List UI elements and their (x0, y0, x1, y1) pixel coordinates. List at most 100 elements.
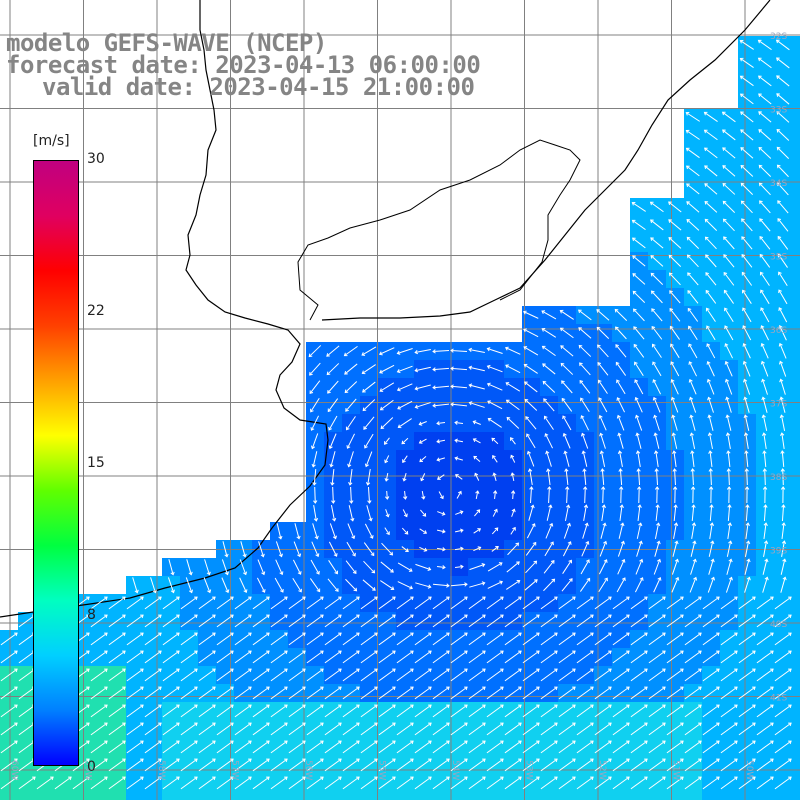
wind-arrow (576, 776, 594, 790)
wind-arrow (543, 578, 556, 592)
wind-arrow (528, 504, 535, 521)
wind-arrow (432, 403, 450, 408)
wind-speed-cell (612, 792, 630, 800)
wind-arrow (472, 420, 481, 425)
wind-arrow (108, 650, 126, 664)
wind-arrow (162, 776, 180, 790)
wind-arrow (666, 776, 684, 790)
wind-arrow (504, 704, 522, 718)
wind-arrow (491, 527, 499, 535)
wind-arrow (594, 776, 612, 790)
wind-speed-cell (180, 792, 198, 800)
wind-arrow (756, 668, 774, 682)
wind-arrow (288, 650, 306, 664)
wind-speed-cell (792, 756, 800, 774)
wind-speed-cell (792, 702, 800, 720)
wind-arrow (619, 504, 624, 521)
wind-arrow (126, 668, 144, 682)
wind-arrow (511, 508, 516, 517)
wind-arrow (472, 438, 481, 444)
wind-arrow (436, 529, 446, 534)
wind-arrow (776, 93, 790, 105)
wind-arrow (684, 686, 702, 700)
wind-arrow (690, 468, 695, 486)
wind-arrow (778, 342, 787, 359)
wind-arrow (198, 704, 216, 718)
wind-arrow (600, 522, 607, 539)
wind-arrow (702, 776, 720, 790)
wind-arrow (722, 218, 735, 232)
wind-arrow (705, 307, 716, 322)
wind-speed-cell (126, 792, 144, 800)
wind-arrow (486, 776, 504, 790)
wind-arrow (292, 577, 302, 593)
wind-arrow (612, 596, 630, 610)
wind-arrow (363, 560, 376, 574)
wind-arrow (560, 362, 574, 375)
wind-arrow (379, 364, 395, 374)
wind-arrow (288, 686, 306, 700)
wind-speed-cell (792, 306, 800, 324)
wind-arrow (757, 39, 772, 51)
wind-arrow (594, 650, 612, 664)
wind-arrow (379, 382, 395, 392)
wind-arrow (385, 509, 390, 518)
wind-arrow (288, 632, 306, 646)
wind-arrow (360, 650, 378, 664)
wind-speed-cell (792, 450, 800, 468)
wind-arrow (90, 722, 108, 736)
wind-arrow (419, 455, 427, 463)
wind-arrow (582, 522, 589, 539)
wind-arrow (686, 254, 699, 268)
wind-arrow (504, 632, 522, 646)
wind-arrow (126, 722, 144, 736)
wind-arrow (689, 414, 696, 431)
wind-arrow (288, 668, 306, 682)
wind-arrow (580, 559, 590, 575)
wind-arrow (270, 596, 288, 610)
wind-speed-cell (504, 792, 522, 800)
wind-arrow (709, 522, 715, 539)
wind-arrow (727, 504, 732, 522)
wind-arrow (780, 558, 787, 575)
wind-arrow (468, 776, 486, 790)
wind-arrow (234, 722, 252, 736)
wind-arrow (577, 309, 592, 321)
wind-speed-cell (252, 792, 270, 800)
wind-arrow (612, 740, 630, 754)
wind-arrow (342, 614, 360, 628)
wind-arrow (475, 490, 480, 500)
wind-speed-cell (414, 792, 432, 800)
wind-arrow (180, 668, 198, 682)
wind-arrow (450, 776, 468, 790)
wind-arrow (723, 271, 735, 286)
wind-arrow (522, 596, 540, 610)
wind-arrow (324, 704, 342, 718)
wind-arrow (668, 219, 682, 231)
wind-arrow (144, 650, 162, 664)
wind-arrow (561, 397, 573, 412)
wind-arrow (758, 93, 772, 105)
latitude-label: 38S (770, 473, 787, 483)
wind-arrow (558, 686, 576, 700)
wind-arrow (310, 397, 320, 413)
wind-arrow (312, 523, 319, 540)
wind-arrow (581, 540, 590, 557)
wind-arrow (666, 668, 684, 682)
wind-arrow (523, 363, 538, 374)
wind-arrow (311, 541, 320, 558)
wind-arrow (672, 540, 679, 557)
wind-arrow (162, 668, 180, 682)
wind-arrow (270, 632, 288, 646)
wind-arrow (437, 474, 445, 480)
wind-arrow (581, 450, 588, 467)
wind-arrow (738, 596, 756, 610)
wind-arrow (450, 596, 468, 610)
wind-arrow (216, 650, 234, 664)
wind-arrow (270, 776, 288, 790)
wind-arrow (705, 272, 717, 286)
wind-arrow (558, 722, 576, 736)
wind-arrow (108, 686, 126, 700)
wind-arrow (684, 596, 702, 610)
wind-arrow (330, 468, 335, 486)
